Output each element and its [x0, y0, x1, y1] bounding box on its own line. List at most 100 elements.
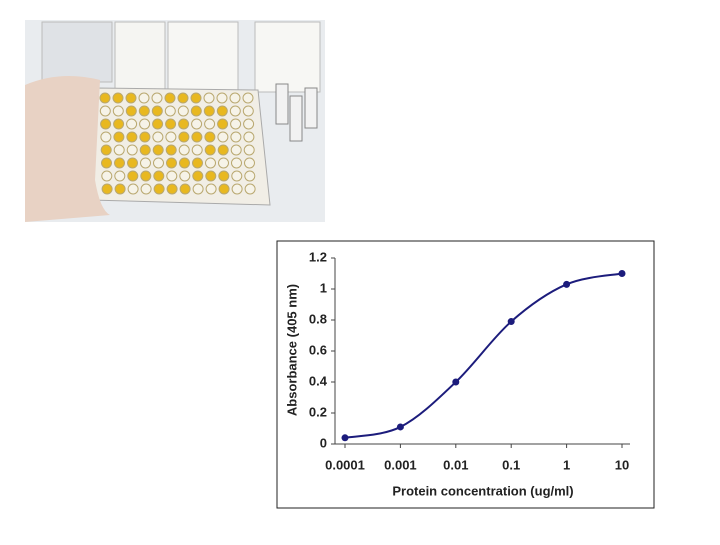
well: [127, 170, 139, 182]
x-axis-title: Protein concentration (ug/ml): [392, 483, 573, 498]
x-tick-label: 0.1: [502, 457, 520, 472]
well: [99, 105, 111, 117]
well: [100, 131, 112, 143]
well: [140, 170, 152, 182]
gloved-hand: [25, 76, 110, 222]
well: [230, 131, 242, 143]
well: [203, 92, 215, 104]
chart-frame: [276, 240, 655, 509]
well: [244, 157, 255, 169]
x-tick-label: 1: [563, 457, 570, 472]
well: [190, 92, 202, 104]
y-tick-label: 0.2: [309, 404, 327, 419]
vial: [304, 87, 318, 129]
well: [243, 118, 255, 130]
well: [127, 183, 139, 195]
well: [113, 131, 125, 143]
well: [243, 144, 255, 156]
well: [217, 131, 229, 143]
well: [139, 144, 151, 156]
well: [99, 92, 111, 104]
well: [244, 170, 256, 182]
well: [218, 157, 229, 169]
data-point: [507, 318, 515, 326]
vial: [275, 83, 289, 125]
well: [218, 183, 230, 195]
well: [139, 118, 151, 130]
y-tick-label: 0.4: [309, 373, 328, 388]
well: [112, 105, 124, 117]
well: [229, 92, 241, 104]
well: [101, 183, 113, 195]
well: [125, 105, 137, 117]
y-axis-title: Absorbance (405 nm): [284, 284, 299, 416]
well: [101, 170, 113, 182]
well: [140, 183, 152, 195]
chart: Absorbance (405 nm) Protein concentratio…: [284, 249, 630, 498]
well: [218, 170, 230, 182]
data-point: [341, 434, 349, 442]
x-tick-label: 0.001: [384, 457, 417, 472]
well: [204, 131, 216, 143]
x-tick-label: 0.01: [443, 457, 468, 472]
wells: [99, 92, 256, 195]
well: [204, 144, 216, 156]
well: [126, 131, 138, 143]
well: [231, 183, 243, 195]
well: [165, 118, 177, 130]
well: [165, 144, 177, 156]
well: [229, 105, 241, 117]
data-point: [396, 423, 404, 431]
well: [165, 131, 177, 143]
x-tick-label: 10: [615, 457, 629, 472]
well: [114, 183, 126, 195]
well: [114, 157, 125, 169]
well: [231, 170, 243, 182]
well: [177, 105, 189, 117]
x-tick-label: 0.0001: [325, 457, 365, 472]
well: [205, 157, 216, 169]
well: [217, 118, 229, 130]
well: [152, 118, 164, 130]
well: [178, 118, 190, 130]
well: [113, 118, 125, 130]
well: [127, 157, 138, 169]
well: [114, 170, 126, 182]
well: [151, 92, 163, 104]
bottle: [167, 21, 239, 98]
well: [192, 183, 204, 195]
well: [152, 131, 164, 143]
y-tick-label: 0: [320, 435, 327, 450]
well: [191, 131, 203, 143]
well: [205, 170, 217, 182]
well: [166, 170, 178, 182]
well: [230, 144, 242, 156]
well: [138, 105, 150, 117]
well: [217, 144, 229, 156]
well: [101, 157, 112, 169]
well: [166, 183, 178, 195]
well: [153, 157, 164, 169]
data-point: [618, 270, 626, 277]
y-tick-label: 1: [320, 280, 327, 295]
well: [191, 144, 203, 156]
data-point: [563, 280, 571, 288]
well: [126, 144, 138, 156]
well: [216, 105, 228, 117]
well: [179, 157, 190, 169]
well: [192, 170, 204, 182]
well: [230, 118, 242, 130]
well: [243, 131, 255, 143]
y-tick-label: 0.6: [309, 342, 327, 357]
well: [190, 105, 202, 117]
vial: [289, 95, 303, 142]
well: [204, 118, 216, 130]
well: [138, 92, 150, 104]
well: [153, 183, 165, 195]
well: [179, 183, 191, 195]
well: [126, 118, 138, 130]
well: [177, 92, 189, 104]
bottle: [254, 21, 321, 93]
